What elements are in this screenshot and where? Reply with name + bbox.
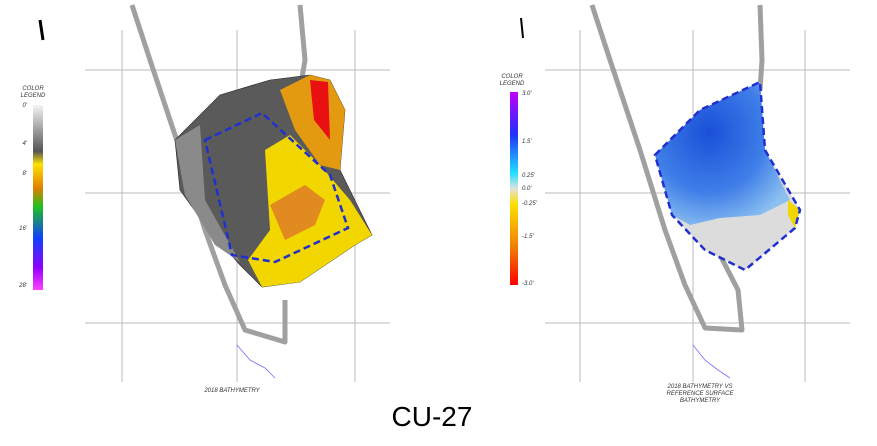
legend-title: COLOR bbox=[22, 86, 44, 92]
legend-label: -1.5' bbox=[522, 234, 534, 240]
legend-title: COLOR bbox=[501, 74, 523, 80]
channel-boundary bbox=[760, 5, 762, 90]
legend-label: 1.5' bbox=[522, 139, 532, 145]
legend-label: 0.25' bbox=[522, 173, 536, 179]
legend-label: 3.0' bbox=[522, 91, 532, 97]
figure: COLOR LEGEND 0' 4' 8' 16' 28' 2018 BATHY… bbox=[0, 0, 877, 446]
legend-title: LEGEND bbox=[21, 93, 46, 99]
map-caption: 2018 BATHYMETRY VS bbox=[667, 384, 733, 390]
legend-label: -3.0' bbox=[522, 281, 534, 287]
legend-label: -0.25' bbox=[522, 201, 538, 207]
map-caption: REFERENCE SURFACE bbox=[667, 391, 735, 397]
figure-label: CU-27 bbox=[392, 401, 473, 432]
legend-label: 28' bbox=[18, 283, 28, 289]
map-caption: BATHYMETRY bbox=[680, 398, 721, 404]
legend-label: 16' bbox=[19, 226, 28, 232]
legend-title: LEGEND bbox=[500, 81, 525, 87]
legend-bar bbox=[33, 105, 43, 290]
map-caption: 2018 BATHYMETRY bbox=[203, 388, 260, 394]
legend-label: 0.0' bbox=[522, 186, 532, 192]
legend-bar bbox=[510, 92, 518, 285]
